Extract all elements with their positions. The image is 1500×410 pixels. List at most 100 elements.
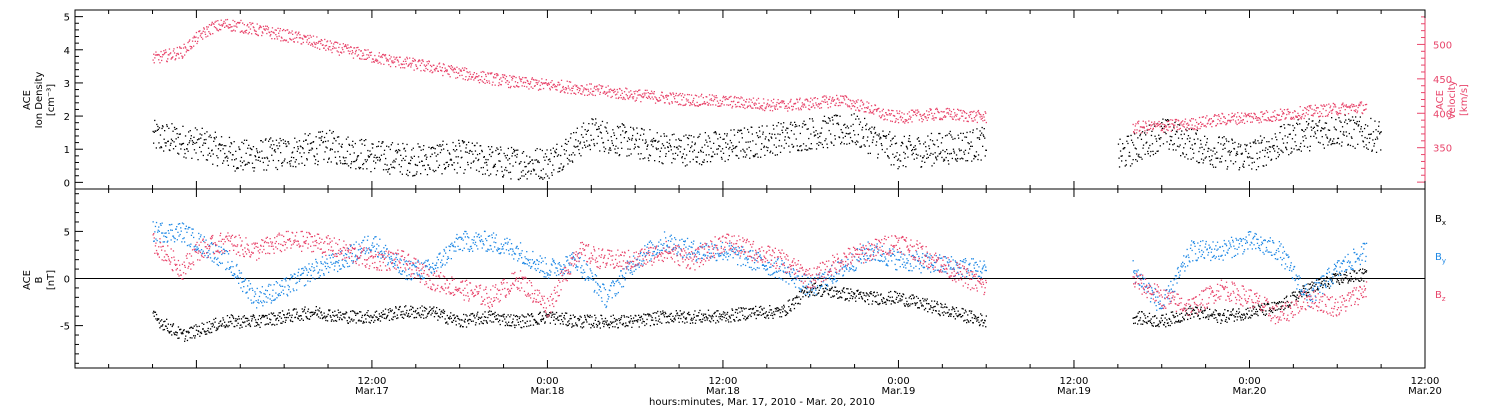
velocity-point [1161, 129, 1163, 131]
density-point [1165, 119, 1168, 122]
velocity-point [1234, 113, 1236, 115]
velocity-point [1200, 121, 1202, 123]
bx-point [429, 309, 432, 311]
bx-point [273, 315, 275, 317]
density-point [778, 139, 781, 142]
density-point [687, 137, 690, 140]
velocity-point [1339, 110, 1341, 112]
density-point [293, 157, 295, 159]
velocity-point [1207, 120, 1210, 122]
bx-point [180, 328, 182, 330]
density-point [694, 142, 696, 144]
density-point [1156, 140, 1158, 142]
velocity-point [1137, 121, 1139, 123]
bx-point [503, 313, 505, 315]
density-point [544, 159, 546, 161]
density-point [228, 136, 231, 139]
density-point [923, 155, 925, 157]
density-point [413, 155, 415, 157]
density-point [566, 157, 569, 159]
density-point [515, 149, 517, 151]
bx-point [201, 322, 203, 324]
velocity-point [497, 84, 500, 87]
density-point [791, 124, 794, 126]
density-point [792, 145, 795, 147]
bx-point [224, 321, 226, 323]
panel1-left-tick-label: 3 [64, 79, 70, 90]
density-point [390, 163, 392, 166]
velocity-point [580, 85, 582, 87]
velocity-point [641, 96, 643, 98]
velocity-point [829, 106, 832, 108]
bx-point [569, 314, 572, 317]
velocity-point [1322, 115, 1324, 118]
density-point [885, 137, 887, 139]
density-point [162, 126, 164, 128]
velocity-point [915, 109, 917, 111]
velocity-point [806, 99, 809, 101]
bx-point [658, 315, 660, 317]
density-point [672, 153, 674, 155]
velocity-point [162, 54, 164, 56]
velocity-point [404, 67, 406, 69]
velocity-point [483, 78, 486, 80]
density-point [286, 162, 289, 164]
bx-point [405, 305, 407, 307]
velocity-point [330, 42, 333, 44]
bx-point [386, 316, 388, 319]
velocity-point [157, 53, 159, 56]
velocity-point [204, 33, 207, 35]
velocity-point [1333, 106, 1335, 108]
velocity-point [727, 98, 729, 100]
bx-point [153, 315, 155, 317]
density-point [192, 143, 194, 145]
velocity-point [710, 104, 712, 106]
density-point [606, 122, 608, 124]
velocity-point [1232, 116, 1234, 118]
velocity-point [702, 97, 704, 99]
density-point [468, 152, 470, 154]
density-point [496, 147, 498, 149]
velocity-point [166, 61, 168, 63]
bx-point [220, 320, 222, 322]
density-point [222, 148, 224, 150]
velocity-point [689, 102, 692, 104]
density-point [1219, 157, 1221, 160]
density-point [1277, 156, 1279, 158]
density-point [1310, 126, 1312, 128]
density-point [257, 152, 259, 154]
velocity-point [175, 58, 177, 60]
density-point [219, 143, 221, 146]
velocity-point [1194, 125, 1196, 127]
density-point [441, 173, 443, 175]
bx-point [620, 316, 622, 319]
density-point [975, 155, 977, 158]
density-point [898, 166, 900, 168]
bx-point [230, 314, 232, 316]
density-point [783, 147, 785, 149]
density-point [763, 145, 765, 147]
velocity-point [934, 117, 936, 119]
velocity-point [633, 91, 635, 93]
density-point [900, 145, 902, 147]
density-point [1201, 146, 1203, 148]
velocity-point [1231, 112, 1233, 114]
density-point [1185, 153, 1188, 156]
bx-point [283, 314, 285, 316]
density-point [279, 137, 281, 140]
velocity-point [189, 39, 191, 41]
density-point [402, 157, 404, 160]
bx-point [434, 310, 437, 312]
density-point [242, 169, 244, 171]
density-point [221, 144, 223, 146]
density-point [307, 134, 309, 137]
bx-point [565, 323, 567, 326]
bx-point [323, 312, 325, 314]
density-point [171, 123, 173, 125]
velocity-point [506, 80, 509, 82]
velocity-point [928, 111, 930, 113]
density-point [819, 135, 821, 138]
density-point [412, 147, 414, 149]
density-point [1320, 129, 1322, 132]
density-point [318, 137, 320, 139]
